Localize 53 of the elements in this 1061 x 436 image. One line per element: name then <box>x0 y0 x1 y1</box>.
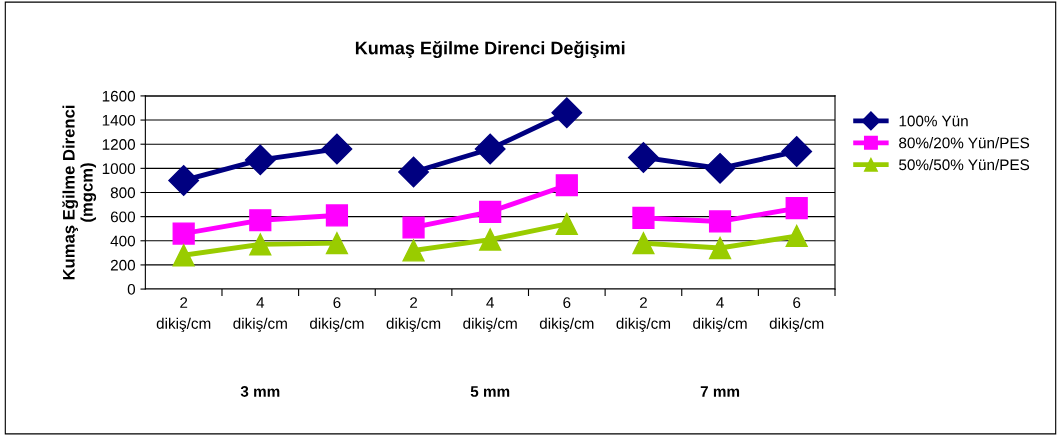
point <box>555 212 578 235</box>
y-tick-label: 600 <box>110 211 136 223</box>
y-tick-label: 1000 <box>102 163 136 175</box>
point <box>479 200 502 223</box>
x-tick-label: 6 dikiş/cm <box>309 297 364 332</box>
y-tick-label: 1600 <box>102 90 136 102</box>
text: 5 mm <box>470 386 510 397</box>
text: 7 mm <box>700 386 740 397</box>
y-axis-title: Kumaş Eğilme Direnci (mgcm) <box>62 105 97 280</box>
legend-label: 80%/20% Yün/PES <box>899 137 1030 149</box>
point <box>555 174 578 197</box>
point <box>785 224 808 248</box>
point <box>781 136 813 167</box>
x-tick-label: 4 dikiş/cm <box>233 297 287 332</box>
point <box>551 97 583 129</box>
point <box>168 164 200 196</box>
x-tick-label: 2 dikiş/cm <box>156 297 211 332</box>
point <box>704 152 736 184</box>
x-tick-label: 6 dikiş/cm <box>769 297 824 332</box>
y-tick-label: 0 <box>127 283 136 295</box>
y-tick-label: 200 <box>110 259 136 271</box>
point <box>708 236 732 260</box>
point <box>321 133 353 165</box>
y-tick-label: 1400 <box>102 114 136 126</box>
point <box>632 232 655 255</box>
point <box>628 142 659 173</box>
point <box>402 239 425 262</box>
point <box>244 144 276 176</box>
point <box>325 232 349 255</box>
point <box>402 216 425 239</box>
point <box>708 210 732 233</box>
point <box>249 209 272 232</box>
point <box>398 156 429 188</box>
point <box>249 233 272 256</box>
point <box>479 228 502 251</box>
x-tick-label: 4 dikiş/cm <box>463 297 517 332</box>
y-tick-label: 800 <box>110 187 136 199</box>
x-tick-label: 2 dikiş/cm <box>386 297 441 332</box>
point <box>474 133 506 165</box>
y-tick-label: 400 <box>110 235 136 247</box>
y-tick-label: 1200 <box>102 139 136 150</box>
point <box>632 206 655 229</box>
x-tick-label: 4 dikiş/cm <box>693 297 747 332</box>
x-tick-label: 6 dikiş/cm <box>539 297 594 332</box>
chart-title: Kumaş Eğilme Direnci Değişimi <box>355 40 625 59</box>
legend-label: 50%/50% Yün/PES <box>899 158 1030 171</box>
point <box>172 222 195 245</box>
point <box>325 204 349 227</box>
legend-label: 100% Yün <box>899 115 968 127</box>
x-tick-label: 2 dikiş/cm <box>616 297 671 332</box>
text: 3 mm <box>240 386 280 397</box>
point <box>785 197 808 220</box>
point <box>172 244 195 267</box>
